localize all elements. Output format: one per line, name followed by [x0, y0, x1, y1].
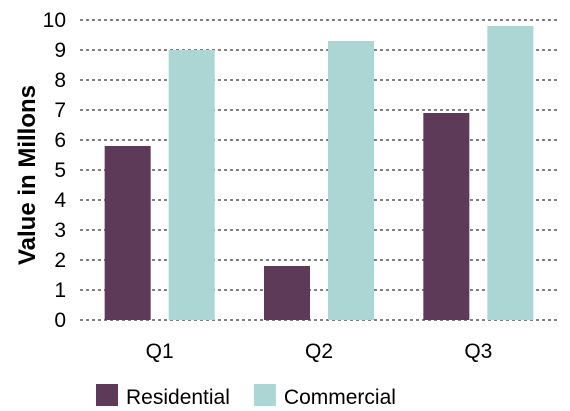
legend-label-commercial: Commercial: [284, 386, 396, 409]
x-tick-label: Q3: [464, 340, 492, 363]
y-tick-label: 7: [54, 99, 66, 122]
y-tick-label: 10: [43, 9, 66, 32]
bar-residential-q2: [264, 266, 310, 320]
bar-residential-q1: [104, 146, 151, 320]
y-tick-label: 1: [54, 279, 66, 302]
bar-residential-q3: [423, 113, 470, 320]
y-axis-label: Value in Millons: [14, 85, 41, 265]
legend-swatch-commercial: [253, 384, 276, 406]
x-tick-label: Q2: [305, 340, 333, 363]
y-axis-ticks: 0 1 2 3 4 5 6 7 8 9 10: [43, 9, 67, 332]
legend-label-residential: Residential: [126, 386, 230, 409]
y-tick-label: 8: [54, 69, 66, 92]
y-tick-label: 5: [54, 159, 66, 182]
bar-commercial-q3: [487, 26, 534, 320]
x-tick-label: Q1: [146, 340, 174, 363]
gridlines: [80, 19, 558, 321]
legend-swatch-residential: [96, 384, 118, 406]
y-tick-label: 3: [54, 219, 66, 242]
legend: Residential Commercial: [96, 384, 396, 409]
x-axis-ticks: Q1 Q2 Q3: [146, 340, 493, 363]
bar-commercial-q1: [168, 50, 215, 320]
y-tick-label: 0: [54, 309, 66, 332]
y-tick-label: 4: [54, 189, 66, 212]
y-tick-label: 9: [54, 39, 66, 62]
bars: [104, 26, 534, 320]
bar-commercial-q2: [328, 41, 374, 320]
y-tick-label: 2: [54, 249, 66, 272]
y-tick-label: 6: [54, 129, 66, 152]
